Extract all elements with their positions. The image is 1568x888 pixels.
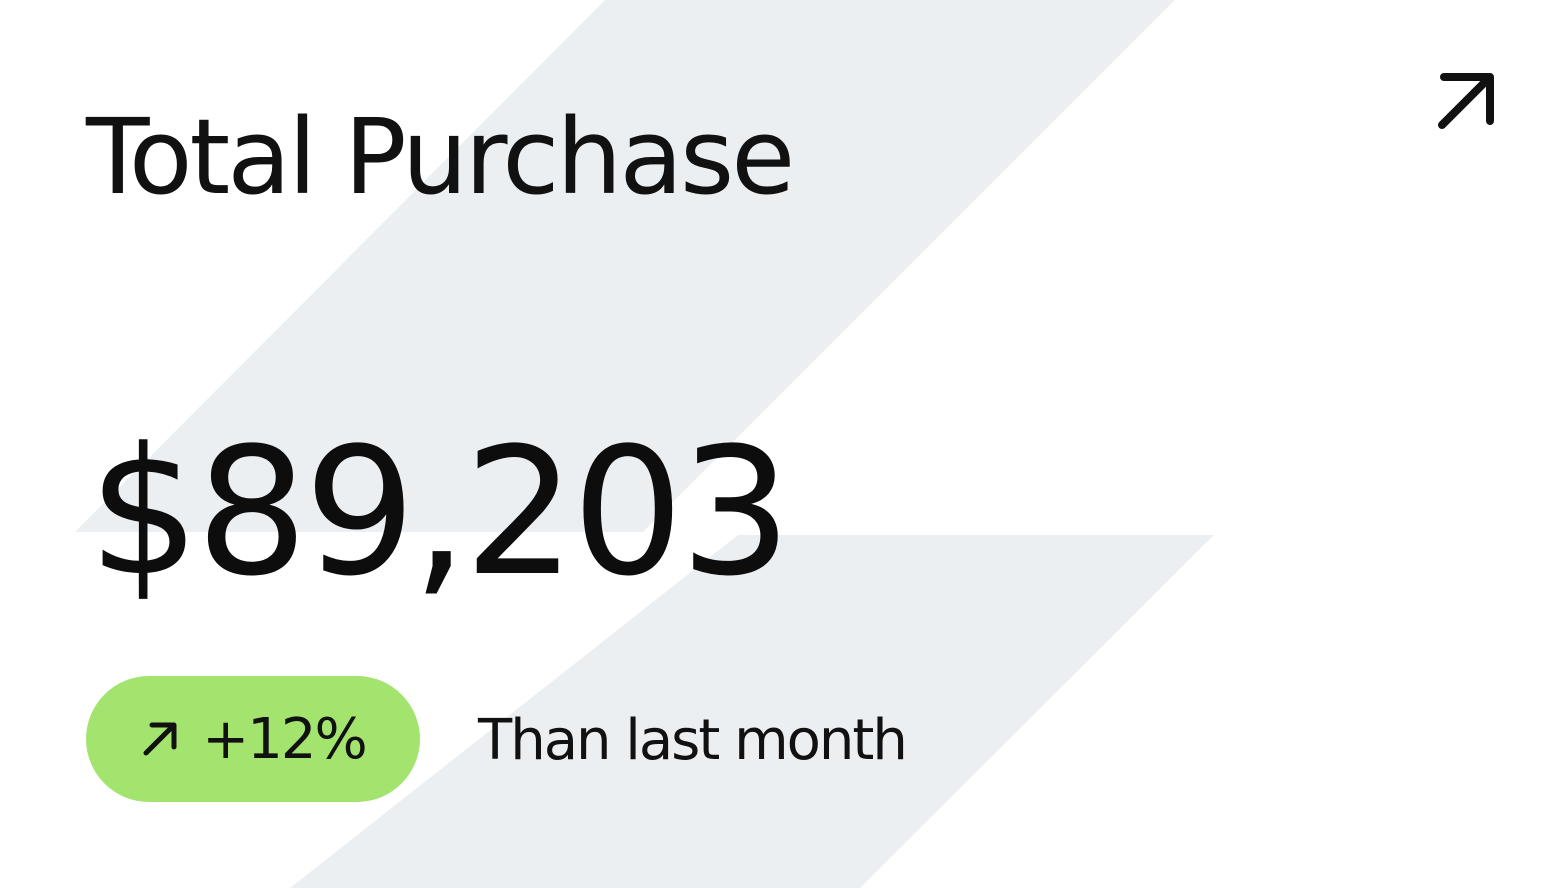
diagonal-band-upper (75, 0, 1175, 532)
arrow-up-right-icon (1438, 73, 1494, 129)
change-badge: +12% (86, 676, 420, 802)
comparison-label: Than last month (478, 708, 908, 773)
change-value: +12% (202, 706, 367, 772)
total-value: $89,203 (88, 410, 792, 615)
card-title: Total Purchase (86, 96, 795, 218)
diagonal-band-lower (290, 535, 1214, 888)
open-details-button[interactable] (1352, 0, 1568, 214)
arrow-up-right-icon (143, 722, 177, 756)
